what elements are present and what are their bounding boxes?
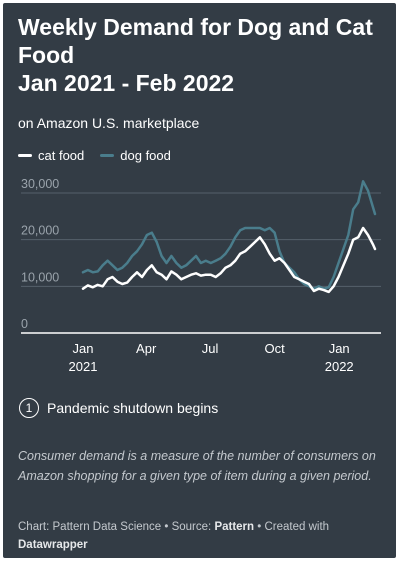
source-tool: Datawrapper [18, 539, 88, 551]
line-chart: 0 10,000 20,000 30,000 Jan 2021 Apr Jul Oct Jan 20… [21, 177, 381, 374]
y-tick-label: 30,000 [21, 177, 59, 191]
x-tick-label: Jan [73, 341, 94, 356]
chart-title-line-3: Jan 2021 - Feb 2022 [18, 70, 235, 96]
source-middle: • Created with [254, 521, 330, 533]
chart-subtitle: on Amazon U.S. marketplace [18, 115, 200, 131]
x-tick-label: Oct [265, 341, 286, 356]
y-tick-label: 20,000 [21, 224, 59, 238]
source-name: Pattern [214, 521, 255, 533]
legend-item-dog-food: dog food [100, 148, 171, 163]
source-prefix: Chart: Pattern Data Science • Source: [18, 521, 215, 533]
chart-card: Weekly Demand for Dog and Cat Food Jan 2… [3, 3, 396, 558]
chart-legend: cat food dog food [18, 148, 187, 163]
x-tick-label: Jan [329, 341, 350, 356]
x-tick-year-label: 2021 [69, 359, 98, 374]
annotation: 1 Pandemic shutdown begins [19, 398, 218, 418]
chart-title-line-2: Food [18, 42, 75, 68]
x-tick-label: Jul [202, 341, 219, 356]
y-tick-label: 0 [21, 317, 28, 331]
x-tick-year-label: 2022 [325, 359, 354, 374]
chart-title-line-1: Weekly Demand for Dog and Cat [18, 14, 373, 40]
chart-note: Consumer demand is a measure of the numb… [18, 449, 376, 483]
legend-swatch-cat-food [18, 154, 32, 157]
series-line-cat-food [81, 226, 377, 294]
x-tick-label: Apr [136, 341, 157, 356]
y-tick-label: 10,000 [21, 270, 59, 284]
series-line-dog-food [81, 180, 377, 290]
chart-source: Chart: Pattern Data Science • Source: Pa… [18, 518, 380, 554]
legend-item-cat-food: cat food [18, 148, 84, 163]
legend-label-dog-food: dog food [120, 148, 171, 163]
annotation-number-badge: 1 [19, 398, 39, 418]
legend-label-cat-food: cat food [38, 148, 85, 163]
legend-swatch-dog-food [100, 154, 115, 157]
annotation-text: Pandemic shutdown begins [47, 400, 219, 416]
chart-title: Weekly Demand for Dog and Cat Food Jan 2… [18, 13, 388, 97]
